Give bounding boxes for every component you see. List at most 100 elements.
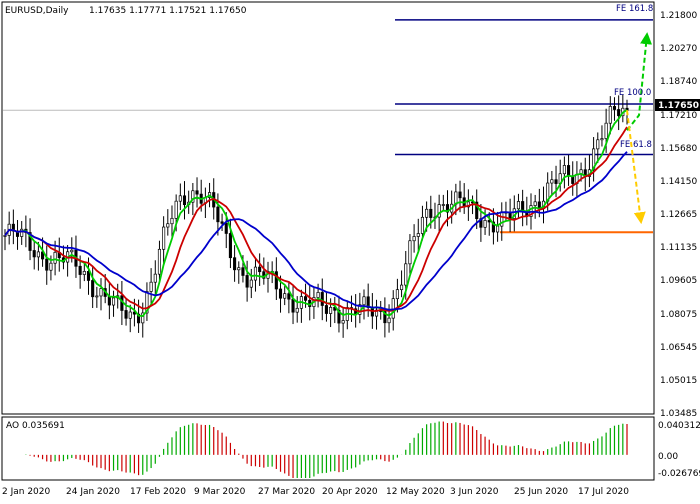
candle-body	[400, 284, 404, 291]
candle-body	[483, 220, 487, 228]
y-tick-label: 1.14150	[660, 177, 697, 187]
candle-body	[249, 279, 253, 288]
candle-body	[550, 179, 554, 184]
candle-body	[387, 317, 391, 324]
candle-body	[191, 190, 195, 203]
candle-body	[36, 251, 40, 258]
x-tick-label: 12 May 2020	[386, 487, 445, 497]
x-tick-label: 17 Feb 2020	[130, 487, 186, 497]
y-tick-label: 1.12665	[660, 210, 697, 220]
x-tick-label: 3 Jun 2020	[450, 487, 499, 497]
candle-body	[295, 307, 299, 313]
candle-body	[458, 191, 462, 199]
candle-body	[596, 139, 600, 150]
candle-body	[228, 233, 232, 259]
y-tick-label: 1.20270	[660, 44, 697, 54]
ao-y-tick: 0.00	[658, 452, 678, 462]
candle-body	[53, 251, 57, 264]
candle-body	[562, 165, 566, 175]
candle-body	[91, 280, 95, 298]
candle-body	[362, 296, 366, 306]
candle-body	[416, 233, 420, 237]
candle-body	[404, 263, 408, 286]
candle-body	[157, 248, 162, 275]
candle-body	[141, 312, 145, 324]
candle-body	[170, 217, 174, 225]
candle-body	[429, 208, 433, 218]
ao-label: AO 0.035691	[6, 421, 65, 431]
candle-body	[153, 273, 157, 283]
ao-layer	[25, 421, 628, 478]
forecast-up-arrow	[626, 32, 653, 131]
y-tick-label: 1.09605	[660, 276, 697, 286]
candle-body	[111, 297, 116, 306]
candle-body	[224, 222, 228, 234]
candle-body	[237, 267, 241, 271]
candle-body	[258, 266, 262, 273]
candle-body	[391, 298, 395, 319]
current-price-box	[655, 99, 700, 111]
candle-body	[425, 208, 429, 218]
candle-body	[278, 288, 283, 299]
candle-body	[99, 288, 103, 297]
candle-body	[107, 296, 111, 306]
candle-body	[608, 106, 612, 124]
candle-body	[233, 257, 237, 271]
candle-body	[128, 311, 132, 319]
x-tick-label: 24 Jan 2020	[66, 487, 120, 497]
candle-body	[508, 212, 512, 219]
candle-body	[149, 281, 153, 292]
candle-body	[70, 249, 74, 253]
candle-body	[28, 232, 32, 251]
y-tick-label: 1.17210	[660, 111, 697, 121]
fibo-label-100: FE 100.0	[614, 88, 651, 98]
candle-body	[617, 109, 621, 117]
candle-body	[567, 165, 571, 177]
x-tick-label: 2 Jan 2020	[2, 487, 50, 497]
candle-body	[174, 200, 178, 219]
candle-body	[216, 206, 220, 223]
candle-body	[341, 320, 345, 324]
candle-body	[45, 258, 49, 271]
candle-body	[162, 226, 166, 250]
candle-body	[20, 228, 24, 237]
candle-body	[220, 221, 224, 224]
y-tick-label: 1.15680	[660, 144, 697, 154]
y-tick-label: 1.18740	[660, 77, 697, 87]
candle-body	[86, 271, 91, 281]
candle-body	[533, 201, 537, 206]
candle-body	[283, 293, 287, 299]
candle-body	[408, 240, 412, 265]
candle-body	[316, 292, 320, 298]
price-panel-frame	[1, 1, 655, 415]
candle-body	[554, 179, 558, 184]
symbol-label: EURUSD,Daily	[5, 6, 69, 16]
candle-body	[304, 296, 308, 301]
x-tick-label: 9 Mar 2020	[194, 487, 246, 497]
candle-body	[82, 271, 86, 275]
candle-body	[475, 201, 479, 220]
candle-body	[253, 266, 258, 281]
forecast-down-arrow	[626, 110, 646, 225]
candle-body	[437, 204, 441, 218]
candle-body	[178, 195, 182, 202]
x-tick-label: 25 Jun 2020	[514, 487, 568, 497]
candle-body	[383, 311, 387, 324]
candle-body	[320, 292, 324, 306]
candle-body	[324, 305, 328, 314]
ma-slow-line	[4, 151, 628, 311]
candle-body	[395, 289, 399, 300]
x-tick-label: 27 Mar 2020	[258, 487, 315, 497]
candle-body	[182, 195, 187, 206]
y-tick-label: 1.06545	[660, 343, 697, 353]
candle-body	[600, 138, 604, 141]
candle-body	[49, 262, 53, 271]
candle-body	[195, 190, 199, 195]
fibo-label-161: FE 161.8	[616, 4, 653, 14]
candle-body	[241, 267, 245, 276]
candle-body	[274, 271, 278, 290]
x-tick-label: 20 Apr 2020	[322, 487, 378, 497]
ao-panel-frame	[1, 416, 655, 481]
candle-body	[466, 201, 470, 208]
